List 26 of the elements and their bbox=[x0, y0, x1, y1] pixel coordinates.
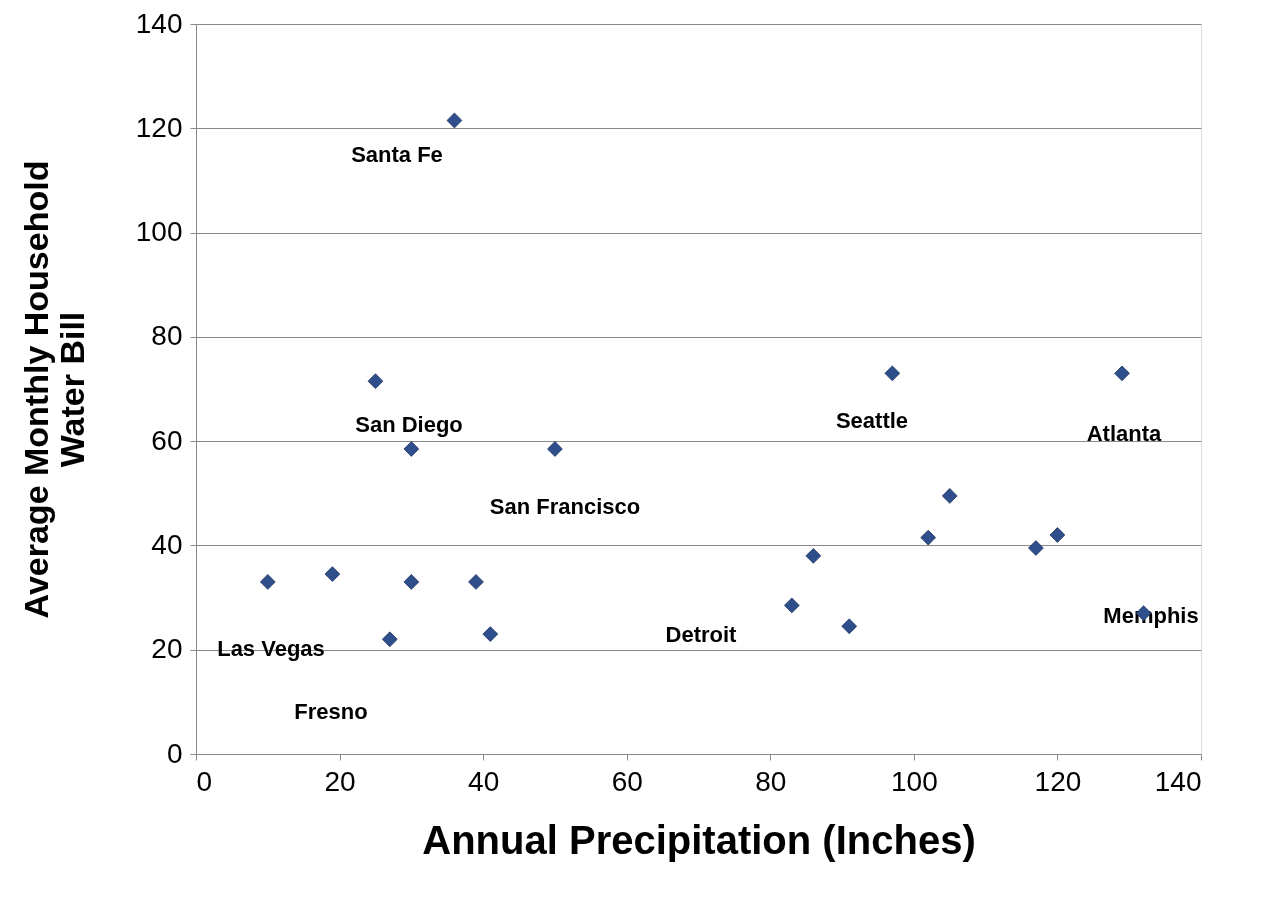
y-tick-label: 100 bbox=[135, 216, 183, 248]
y-tick-label: 60 bbox=[151, 424, 183, 456]
x-axis-title: Annual Precipitation (Inches) bbox=[422, 817, 976, 862]
x-tick-label: 40 bbox=[468, 765, 500, 797]
annotation: Detroit bbox=[665, 622, 738, 647]
y-tick-label: 120 bbox=[135, 111, 183, 143]
x-tick-label: 100 bbox=[891, 765, 938, 797]
annotation: Fresno bbox=[294, 699, 368, 724]
annotation: Santa Fe bbox=[351, 142, 443, 167]
annotation: Seattle bbox=[835, 408, 909, 433]
annotation: Las Vegas bbox=[217, 636, 325, 661]
x-tick-label: 60 bbox=[611, 765, 643, 797]
x-tick-label: 120 bbox=[1034, 765, 1082, 797]
y-tick-label: 140 bbox=[135, 7, 183, 39]
annotation: San Diego bbox=[355, 412, 463, 437]
x-tick-label: 80 bbox=[755, 765, 787, 797]
annotation: Atlanta bbox=[1086, 421, 1163, 446]
x-tick-label: 20 bbox=[324, 765, 356, 797]
y-tick-label: 20 bbox=[151, 633, 183, 665]
y-tick-label: 0 bbox=[166, 737, 183, 769]
annotation: San Francisco bbox=[489, 494, 641, 519]
x-tick-label: 140 bbox=[1154, 765, 1202, 797]
y-tick-label: 40 bbox=[151, 528, 183, 560]
y-axis-title: Average Monthly Household Water Bill bbox=[16, 160, 91, 619]
y-tick-label: 80 bbox=[151, 320, 183, 352]
x-tick-label: 0 bbox=[196, 765, 213, 797]
